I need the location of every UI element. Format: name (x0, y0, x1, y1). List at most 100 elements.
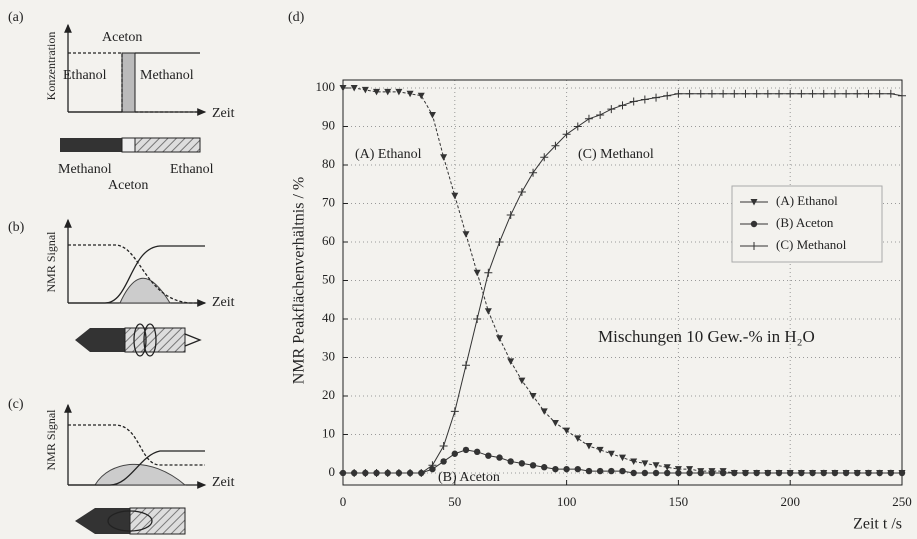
data-point (775, 469, 783, 477)
y-tick-label: 30 (322, 348, 335, 363)
label: Ethanol (63, 68, 107, 83)
y-axis-label: NMR Signal (44, 409, 58, 471)
data-point (529, 462, 537, 469)
data-point (372, 469, 381, 477)
data-point (630, 458, 638, 465)
data-point (696, 89, 705, 98)
x-tick-label: 50 (448, 494, 461, 509)
y-tick-label: 80 (322, 156, 335, 171)
data-point (507, 358, 515, 365)
x-tick-label: 0 (340, 494, 347, 509)
data-point (573, 122, 582, 131)
x-tick-label: 150 (669, 494, 689, 509)
data-point (596, 110, 605, 119)
data-point (731, 469, 738, 477)
data-point (450, 407, 459, 416)
y-axis-label: Konzentration (44, 32, 58, 101)
data-point (361, 469, 370, 477)
data-point (664, 469, 671, 477)
data-point (708, 469, 716, 477)
x-axis-label: Zeit (212, 475, 235, 490)
tube (75, 508, 130, 534)
data-point (461, 361, 470, 370)
y-axis-label: NMR Signal (44, 231, 58, 293)
data-point (652, 469, 660, 477)
aceton-peak (119, 277, 171, 304)
data-point (373, 88, 381, 96)
ethanol-line (68, 52, 200, 113)
data-point (406, 469, 415, 477)
data-point (719, 89, 728, 98)
data-point (686, 466, 694, 473)
data-point (876, 469, 883, 477)
data-point (584, 114, 593, 123)
data-point (763, 89, 772, 98)
panel-a: (a) Konzentration Zeit Aceton Ethanol Me… (8, 10, 235, 193)
x-axis-label: Zeit t /s (853, 516, 902, 533)
y-tick-label: 10 (322, 425, 335, 440)
panel-label: (c) (8, 397, 24, 412)
data-point (697, 469, 704, 477)
label: Aceton (108, 178, 148, 193)
data-point (753, 469, 760, 477)
data-point (887, 469, 895, 477)
data-point (552, 465, 559, 473)
data-point (596, 446, 604, 454)
data-point (563, 427, 571, 435)
legend-marker (750, 242, 758, 250)
data-point (574, 435, 582, 442)
data-point (585, 467, 593, 475)
data-point (830, 89, 839, 98)
data-point (496, 335, 504, 342)
data-point (484, 308, 492, 315)
series-line (343, 87, 902, 474)
data-point (517, 187, 526, 196)
legend-marker (750, 220, 758, 228)
main-chart: (d) 0 10 20 30 40 50 60 70 80 90 100 0 50 100 150 200 250… (288, 10, 912, 532)
coil (133, 323, 147, 357)
data-point (686, 469, 693, 477)
data-point (741, 89, 750, 98)
tube (184, 333, 202, 347)
data-point (473, 269, 481, 277)
data-point (641, 460, 649, 467)
y-tick-label: 100 (316, 79, 336, 94)
ethanol-curve (68, 244, 205, 304)
data-point (752, 89, 761, 98)
data-point (618, 101, 627, 110)
data-point (496, 454, 503, 461)
data-point (820, 469, 827, 477)
annotation: (A) Ethanol (355, 147, 422, 162)
legend-label: (C) Methanol (776, 237, 847, 252)
data-point (764, 469, 772, 477)
data-point (898, 91, 906, 100)
data-point (629, 97, 638, 106)
data-point (864, 89, 873, 98)
data-point (853, 89, 862, 98)
plot-frame (342, 79, 903, 486)
data-point (808, 89, 817, 98)
coil (107, 510, 153, 532)
legend-marker (750, 199, 758, 206)
ethanol-curve (68, 424, 205, 466)
methanol-curve (68, 245, 205, 304)
data-point (775, 89, 784, 98)
data-point (742, 469, 749, 477)
data-point (854, 469, 861, 477)
data-point (473, 315, 482, 323)
y-axis-label: NMR Peakflächenverhältnis / % (291, 177, 308, 385)
data-point (574, 465, 581, 473)
data-point (540, 153, 549, 162)
legend-label: (B) Aceton (776, 215, 834, 230)
data-point (484, 268, 493, 277)
data-point (865, 469, 872, 477)
data-point (674, 89, 683, 98)
data-point (395, 88, 403, 96)
tube (134, 137, 201, 153)
data-point (842, 89, 851, 98)
tube (75, 328, 125, 352)
panel-label: (b) (8, 220, 25, 235)
data-point (652, 462, 660, 469)
data-point (529, 168, 538, 177)
